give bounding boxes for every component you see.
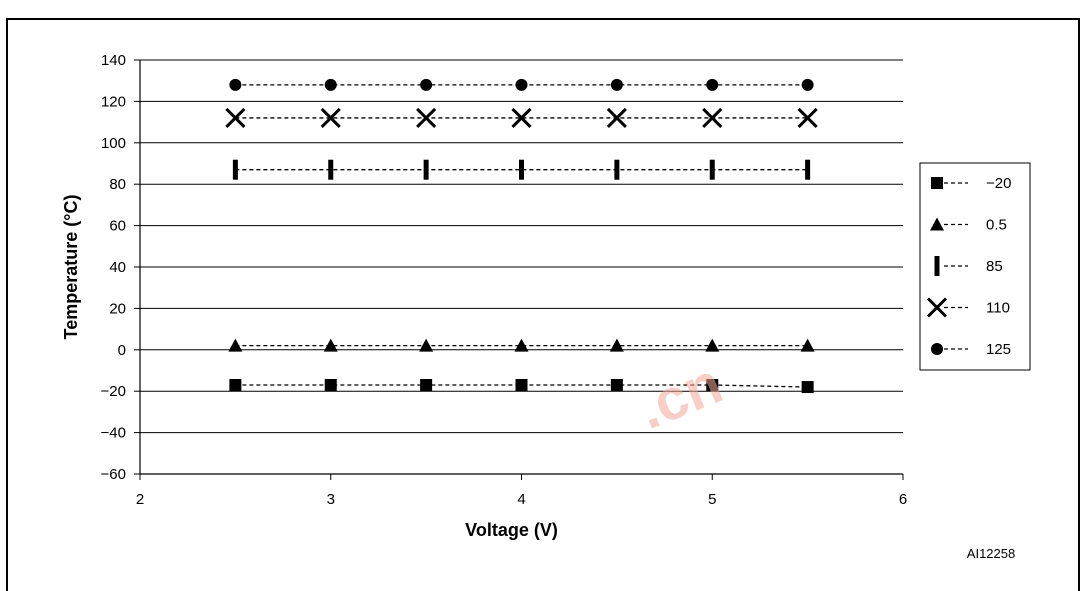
data-point — [225, 107, 246, 129]
data-point — [229, 378, 242, 391]
data-point — [423, 159, 429, 180]
cross-stroke — [797, 107, 818, 129]
legend-item: 0.5 — [930, 217, 1007, 234]
y-tick-label: 20 — [109, 300, 126, 317]
bar-marker — [934, 256, 940, 276]
data-point — [519, 159, 524, 180]
square-marker — [931, 177, 943, 189]
data-point — [229, 78, 242, 91]
y-tick-labels: −60 −40 −20 0 20 40 60 80 100 120 140 — [101, 52, 126, 483]
legend-item: 85 — [934, 256, 1003, 276]
cross-stroke — [702, 107, 723, 129]
y-tick-label: 40 — [109, 259, 126, 276]
data-point — [228, 338, 243, 352]
legend-label: 125 — [986, 341, 1011, 358]
data-point — [420, 78, 433, 91]
data-point — [706, 378, 719, 391]
figure-frame — [6, 18, 1080, 591]
y-tick-label: 120 — [101, 93, 126, 110]
data-point — [324, 78, 337, 91]
data-series — [225, 78, 818, 394]
legend-label: 85 — [986, 258, 1003, 275]
legend: −20 0.5 85 110 125 — [919, 162, 1031, 371]
y-tick-label: 100 — [101, 135, 126, 152]
legend-item: 125 — [931, 341, 1011, 358]
cross-marker — [926, 297, 948, 318]
legend-item: 110 — [926, 297, 1010, 318]
cross-stroke — [225, 107, 246, 129]
legend-label: −20 — [986, 175, 1011, 192]
data-point — [800, 338, 815, 352]
data-point — [709, 159, 715, 180]
circle-marker — [931, 343, 943, 355]
data-point — [801, 78, 814, 91]
data-point — [515, 378, 528, 391]
y-tick-label: −40 — [101, 425, 126, 442]
cross-stroke — [511, 107, 532, 129]
x-tick-label: 3 — [327, 491, 335, 508]
y-axis-title: Temperature (°C) — [61, 195, 81, 340]
x-tick-label: 4 — [517, 491, 525, 508]
data-point — [609, 338, 624, 352]
cross-stroke — [416, 107, 437, 129]
x-tick-labels: 2 3 4 5 6 — [136, 491, 907, 508]
data-point — [606, 107, 627, 129]
x-tick-label: 2 — [136, 491, 144, 508]
x-axis-title: Voltage (V) — [465, 520, 558, 540]
data-point — [514, 338, 529, 352]
data-point — [797, 107, 818, 129]
data-point — [328, 159, 334, 180]
data-point — [610, 78, 623, 91]
y-tick-label: 60 — [109, 218, 126, 235]
data-point — [323, 338, 338, 352]
cross-stroke — [606, 107, 627, 129]
legend-label: 0.5 — [986, 217, 1007, 234]
series — [229, 78, 814, 91]
watermark-text: .cn — [629, 350, 731, 442]
data-point — [702, 107, 723, 129]
data-point — [420, 378, 433, 391]
data-point — [419, 338, 434, 352]
data-point — [511, 107, 532, 129]
y-tick-label: 80 — [109, 176, 126, 193]
x-tick-label: 5 — [708, 491, 716, 508]
data-point — [705, 338, 720, 352]
y-tick-label: −60 — [101, 466, 126, 483]
x-tick-label: 6 — [899, 491, 907, 508]
cross-stroke — [926, 297, 948, 318]
data-point — [610, 378, 623, 391]
series — [228, 338, 815, 352]
series — [229, 378, 814, 394]
axes — [134, 59, 904, 480]
cross-stroke — [320, 107, 341, 129]
data-point — [232, 159, 238, 180]
grid-lines — [140, 59, 903, 475]
data-point — [515, 78, 528, 91]
data-point — [614, 159, 620, 180]
series — [232, 159, 811, 180]
triangle-marker — [930, 217, 944, 231]
data-point — [320, 107, 341, 129]
y-tick-label: 0 — [118, 342, 126, 359]
legend-label: 110 — [986, 300, 1010, 317]
data-point — [324, 378, 337, 391]
figure-id: AI12258 — [967, 546, 1015, 561]
legend-item: −20 — [931, 175, 1011, 192]
data-point — [805, 159, 811, 180]
series — [225, 107, 818, 129]
data-point — [801, 381, 814, 394]
data-point — [706, 78, 719, 91]
data-point — [416, 107, 437, 129]
y-tick-label: −20 — [101, 383, 126, 400]
y-tick-label: 140 — [101, 52, 126, 69]
